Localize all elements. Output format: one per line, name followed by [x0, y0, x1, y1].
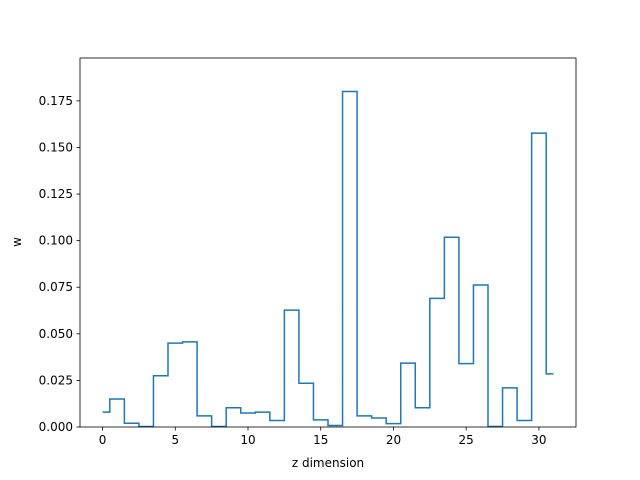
plot-background	[80, 58, 576, 427]
y-tick-label: 0.000	[39, 420, 73, 434]
y-tick-label: 0.125	[39, 187, 73, 201]
y-tick-label: 0.075	[39, 280, 73, 294]
y-tick-label: 0.150	[39, 140, 73, 154]
y-tick-label: 0.175	[39, 94, 73, 108]
x-axis-label: z dimension	[292, 456, 364, 470]
y-axis-label: w	[10, 237, 24, 247]
x-tick-label: 15	[313, 433, 328, 447]
x-tick-label: 30	[531, 433, 546, 447]
x-tick-label: 0	[99, 433, 107, 447]
y-tick-label: 0.100	[39, 234, 73, 248]
y-axis-ticks: 0.000 0.025 0.050 0.075 0.100 0.125 0.150 0.175	[39, 94, 80, 434]
x-tick-label: 25	[459, 433, 474, 447]
series-line-0	[102, 90, 554, 428]
y-tick-label: 0.050	[39, 327, 73, 341]
series-layer	[102, 90, 554, 428]
x-tick-label: 5	[171, 433, 179, 447]
x-axis-ticks: 0 5 10 15 20 25 30	[99, 427, 547, 447]
y-tick-label: 0.025	[39, 373, 73, 387]
plot-frame	[79, 57, 577, 428]
x-tick-label: 10	[240, 433, 255, 447]
x-tick-label: 20	[386, 433, 401, 447]
